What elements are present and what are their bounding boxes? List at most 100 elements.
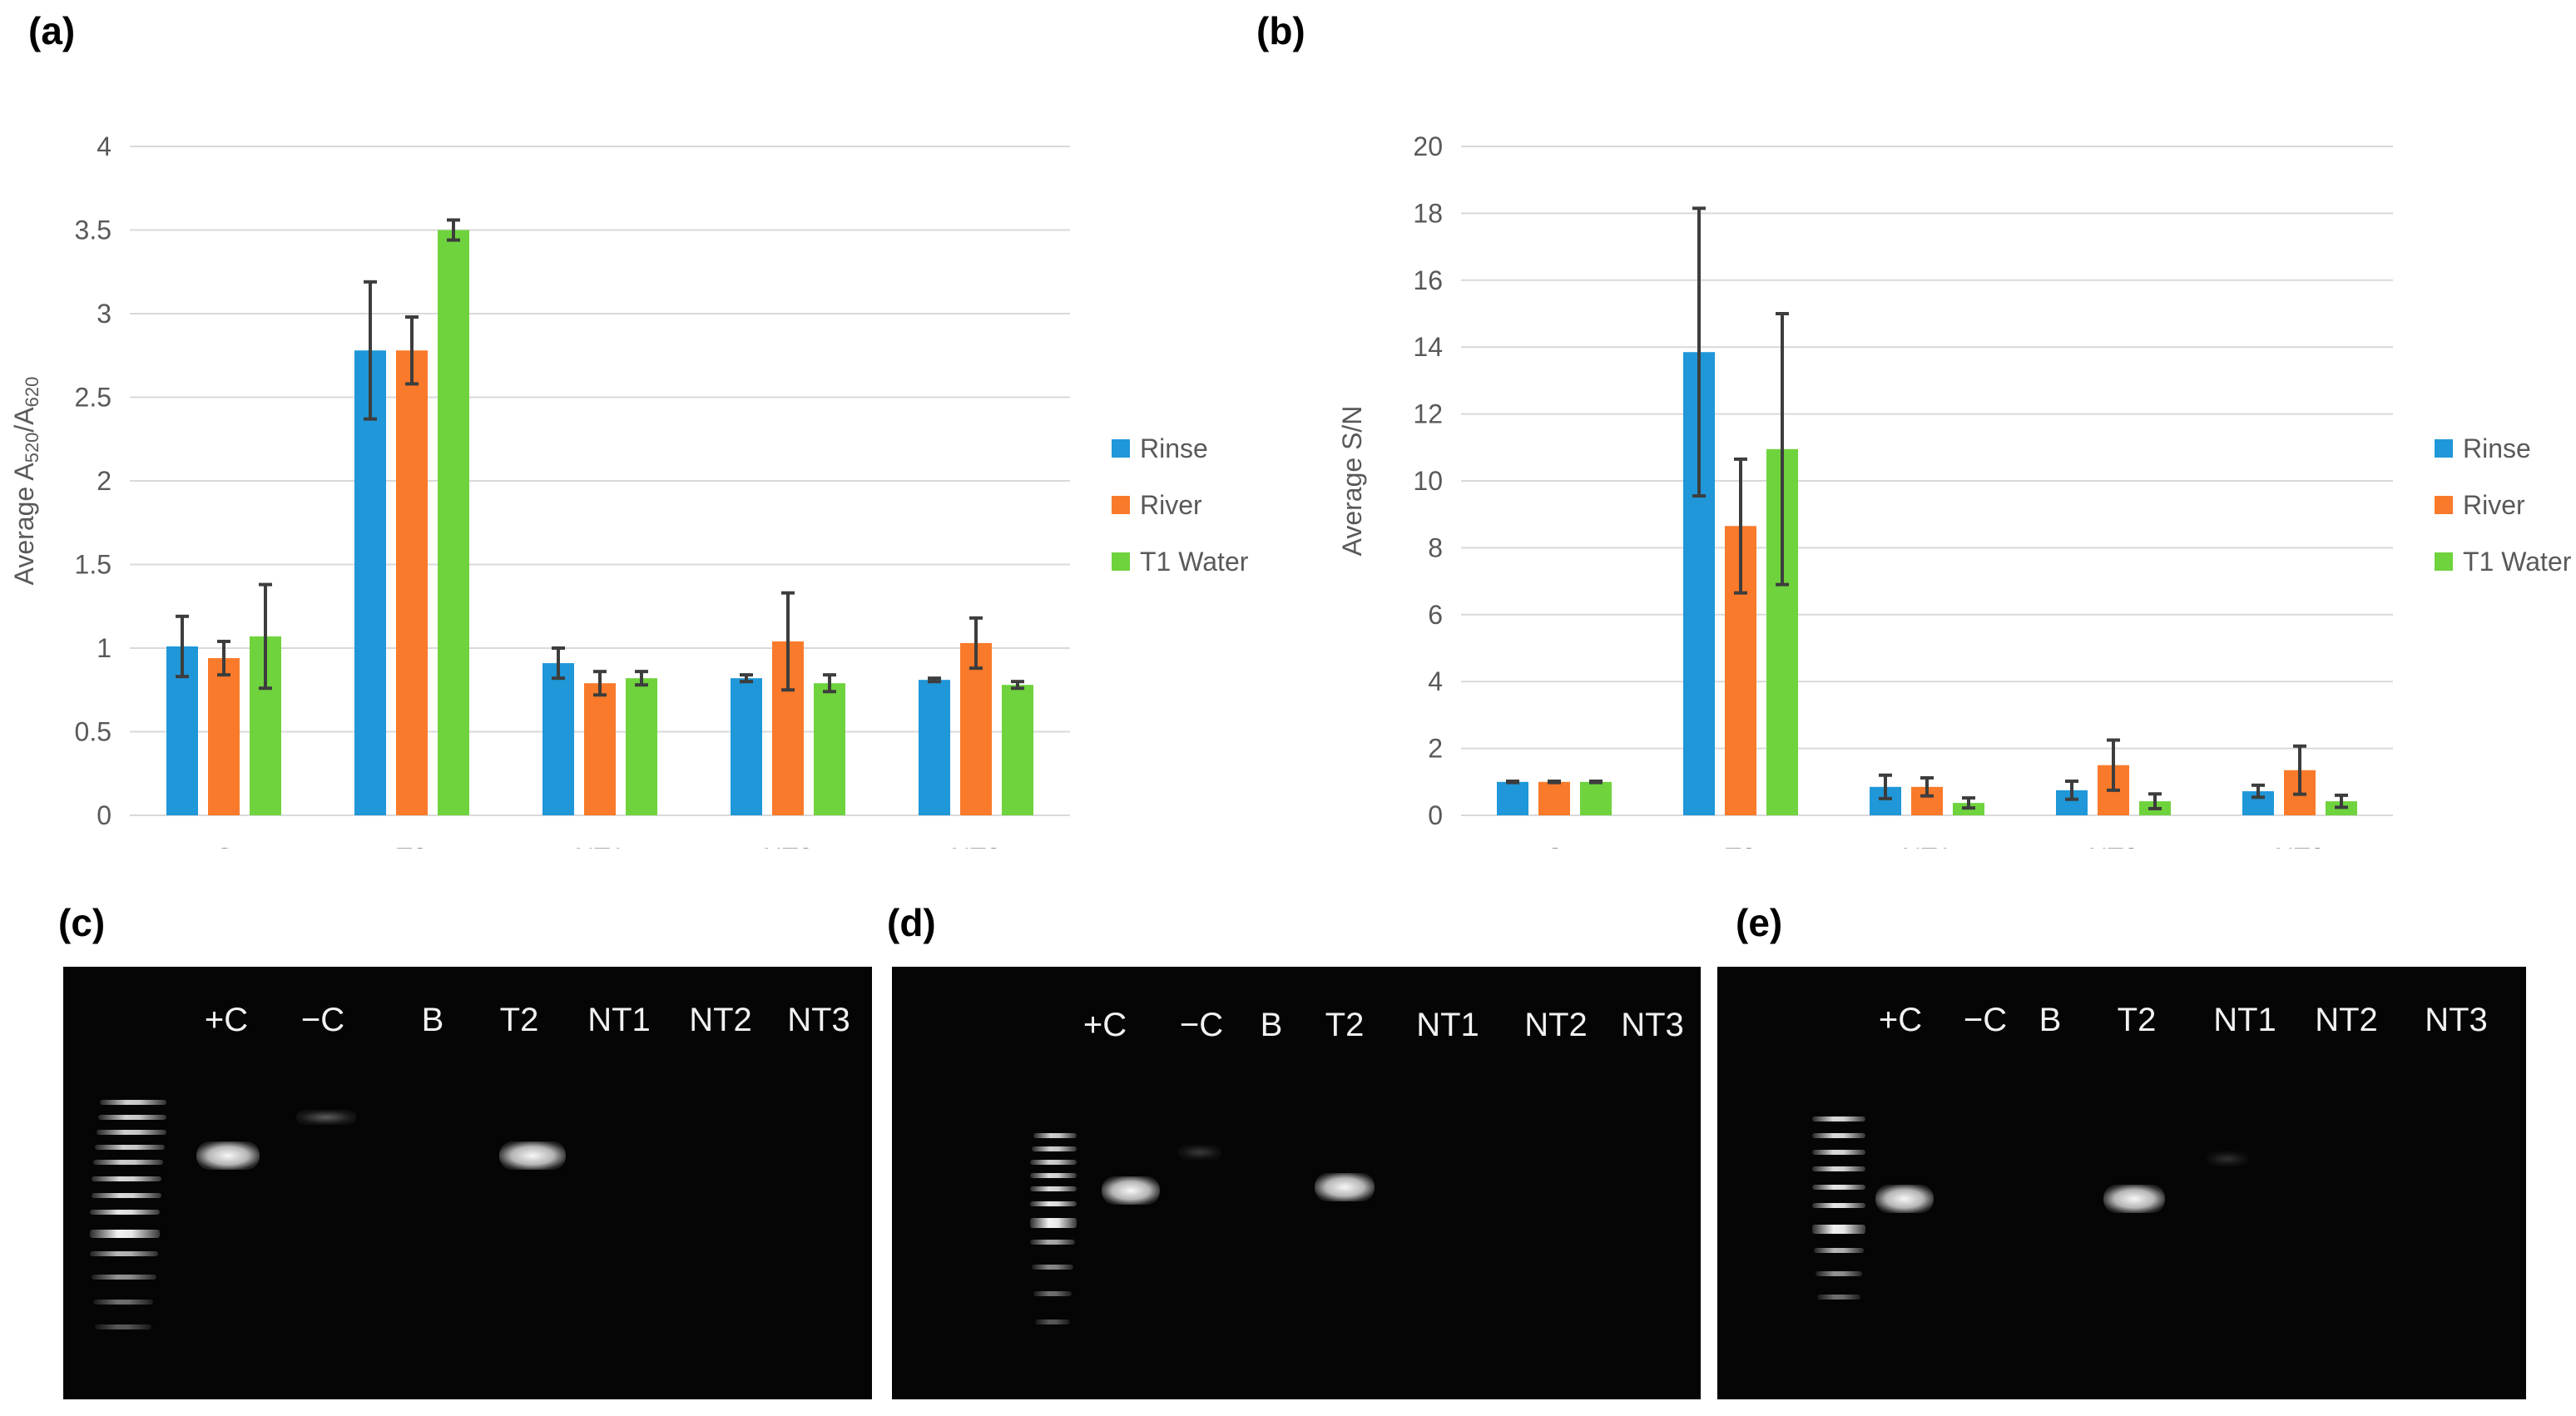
error-bar — [928, 676, 941, 684]
y-tick-label: 4 — [1428, 666, 1443, 696]
gel-image-d: +C −C B T2 NT1 NT2 NT3 — [892, 967, 1701, 1399]
error-bar — [635, 670, 648, 687]
error-bar — [1879, 773, 1892, 800]
error-bar — [823, 673, 836, 694]
gel-d-lane-label-t2: T2 — [1325, 1007, 1365, 1043]
y-axis-label: Average S/N — [1337, 406, 1367, 557]
bar-river-nt1 — [584, 683, 616, 815]
y-tick-label: 16 — [1413, 265, 1443, 295]
bar-t1-water-nt1 — [626, 678, 657, 815]
gel-e-band-t2 — [2103, 1185, 2165, 1213]
error-bar — [1962, 796, 1975, 810]
y-tick-label: 20 — [1413, 131, 1443, 161]
bar-rinse-c — [1497, 781, 1528, 815]
y-tick-label: 0 — [1428, 800, 1443, 830]
gel-d-lane-label-nt2: NT2 — [1524, 1007, 1588, 1043]
y-tick-label: 2 — [97, 466, 111, 496]
error-bar — [740, 673, 753, 684]
error-bar — [969, 616, 983, 671]
error-bar — [2148, 792, 2162, 810]
x-tick-label: NT3 — [951, 843, 1001, 849]
error-bar — [176, 614, 189, 679]
error-bar — [781, 591, 795, 692]
y-axis-label-part: Average A — [9, 463, 39, 586]
bar-river-nt3 — [960, 642, 992, 815]
gel-c-lane-label-nt1: NT1 — [587, 1002, 651, 1038]
legend-label-river: River — [1140, 490, 1202, 520]
gel-d-lane-label-nt1: NT1 — [1416, 1007, 1479, 1043]
bar-rinse-nt2 — [731, 678, 762, 815]
error-bar — [405, 315, 419, 386]
gel-e-lane-label-neg-ctrl: −C — [1963, 1002, 2008, 1038]
error-bar — [1011, 680, 1024, 691]
y-tick-label: 3 — [97, 299, 111, 329]
error-bar — [447, 218, 460, 242]
error-bar — [1506, 779, 1519, 785]
error-bar — [1692, 206, 1706, 498]
gel-d-band-t2 — [1315, 1173, 1375, 1201]
bar-river-c — [208, 658, 240, 815]
gel-c-band-neg-ctrl — [296, 1110, 356, 1125]
y-tick-label: 12 — [1413, 399, 1443, 429]
bar-rinse-t2 — [354, 350, 386, 816]
gel-d-lane-label-neg-ctrl: −C — [1179, 1007, 1224, 1043]
gel-d-band-pos-ctrl — [1102, 1176, 1160, 1205]
error-bar — [1920, 775, 1934, 798]
x-tick-label: NT1 — [1902, 843, 1952, 849]
error-bar — [259, 582, 272, 691]
y-axis-label: Average A520/A620 — [9, 377, 42, 586]
gel-c-lane-label-pos-ctrl: +C — [204, 1002, 249, 1038]
y-tick-label: 6 — [1428, 600, 1443, 630]
gel-e-lane-label-pos-ctrl: +C — [1878, 1002, 1923, 1038]
bar-t1-water-c — [1580, 781, 1612, 815]
panel-label-d: (d) — [887, 901, 936, 944]
error-bar — [2107, 738, 2120, 792]
legend-label-t1-water: T1 Water — [1140, 547, 1249, 577]
error-bar — [1734, 457, 1747, 595]
y-tick-label: 1 — [97, 633, 111, 663]
y-axis-label-part: 520 — [22, 433, 42, 463]
panel-label-e: (e) — [1736, 901, 1783, 944]
panel-label-b: (b) — [1256, 9, 1305, 52]
y-tick-label: 8 — [1428, 532, 1443, 562]
y-tick-label: 14 — [1413, 332, 1443, 362]
error-bar — [1548, 779, 1561, 785]
gel-c-lane-label-nt3: NT3 — [787, 1002, 850, 1038]
chart-a: 0 0.5 1 1.5 2 2.5 3 3.5 4 C T2 NT1 NT2 NT3 Average A52… — [9, 131, 1249, 849]
legend-swatch-river — [1112, 496, 1130, 514]
y-tick-label: 0.5 — [75, 717, 111, 747]
gel-d-band-neg-ctrl — [1178, 1145, 1221, 1160]
gel-d-lane-label-blank: B — [1260, 1007, 1283, 1043]
x-tick-label: T2 — [396, 843, 427, 849]
gel-c-lane-label-t2: T2 — [499, 1002, 539, 1038]
x-tick-label: NT2 — [763, 843, 813, 849]
legend-swatch-t1-water — [1112, 552, 1130, 571]
gel-image-c: +C −C B T2 NT1 NT2 NT3 — [63, 967, 872, 1399]
bar-t1-water-nt3 — [1002, 685, 1033, 815]
bar-river-c — [1538, 781, 1570, 815]
y-tick-label: 1.5 — [75, 550, 111, 580]
gel-c-lane-label-blank: B — [421, 1002, 444, 1038]
bar-rinse-nt3 — [919, 680, 950, 815]
legend-label-rinse: Rinse — [2463, 433, 2531, 463]
legend-swatch-rinse — [1112, 439, 1130, 458]
legend-label-river: River — [2463, 490, 2525, 520]
bar-river-t2 — [396, 350, 428, 816]
legend-label-t1-water: T1 Water — [2463, 547, 2572, 577]
error-bar — [217, 639, 230, 677]
y-tick-label: 3.5 — [75, 215, 111, 245]
error-bar — [2293, 744, 2306, 796]
x-tick-label: NT1 — [575, 843, 625, 849]
legend-swatch-t1-water — [2435, 552, 2453, 571]
gel-c-lane-label-neg-ctrl: −C — [300, 1002, 345, 1038]
gel-e-band-pos-ctrl — [1875, 1185, 1934, 1213]
gel-d-lane-label-pos-ctrl: +C — [1082, 1007, 1127, 1043]
error-bar — [2252, 783, 2265, 800]
bar-rinse-nt1 — [542, 663, 574, 815]
error-bar — [2335, 793, 2348, 809]
y-axis-label-part: /A — [9, 407, 39, 433]
gel-e-lane-label-nt2: NT2 — [2315, 1002, 2378, 1038]
error-bar — [364, 280, 377, 421]
x-tick-label: C — [1544, 843, 1563, 849]
gel-e-lane-label-blank: B — [2039, 1002, 2062, 1038]
